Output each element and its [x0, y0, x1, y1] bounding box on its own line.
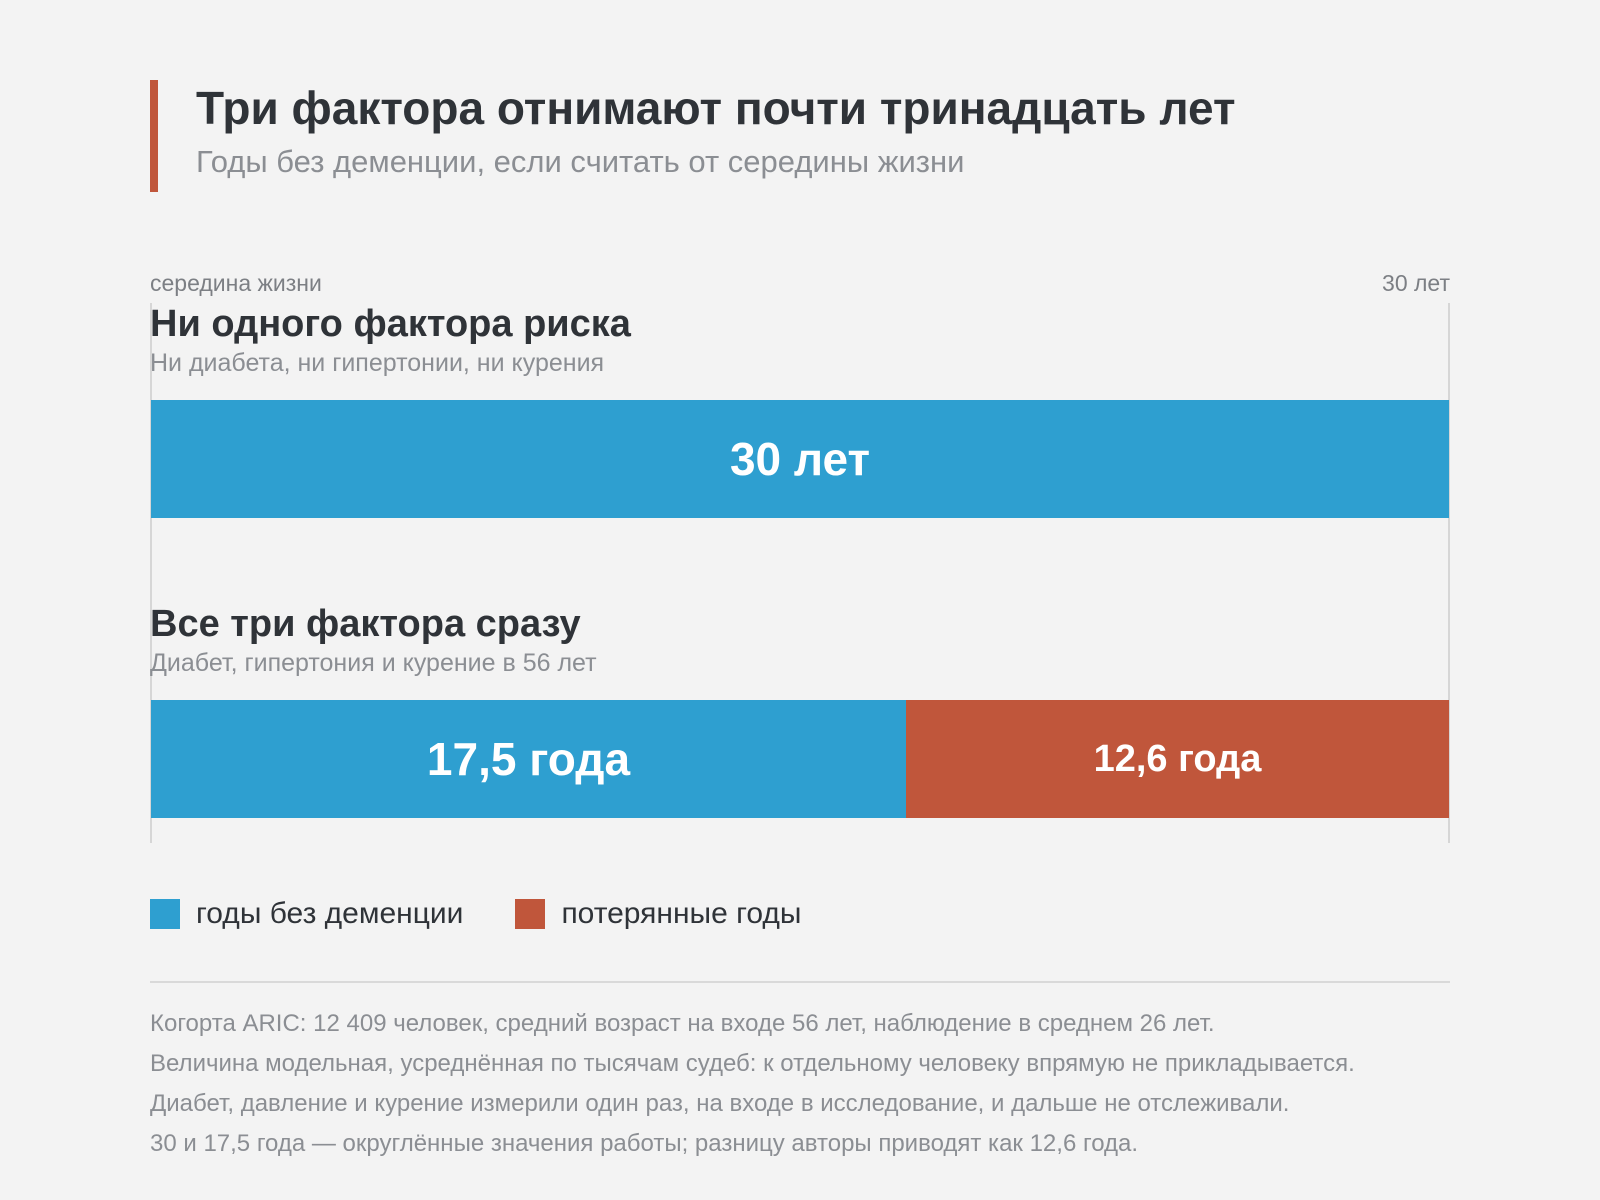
chart-header: Три фактора отнимают почти тринадцать ле…	[150, 80, 1235, 192]
legend-swatch-dementia-free	[150, 899, 180, 929]
bar-lost-row-1: 12,6 года	[906, 700, 1449, 818]
legend-item-lost: потерянные годы	[515, 896, 801, 932]
bar-value-label: 12,6 года	[1093, 737, 1262, 780]
axis-end-label: 30 лет	[1382, 270, 1450, 296]
bar-dementia-free-row-1: 17,5 года	[151, 700, 906, 818]
bar-value-label: 17,5 года	[426, 733, 631, 785]
legend-item-dementia-free: годы без деменции	[150, 896, 463, 932]
note-line: Величина модельная, усреднённая по тысяч…	[150, 1050, 1355, 1077]
note-line: Когорта ARIC: 12 409 человек, средний во…	[150, 1010, 1215, 1037]
bar-row-all-risk: 17,5 года 12,6 года	[151, 700, 1449, 818]
row-title-no-risk: Ни одного фактора риска	[150, 303, 631, 345]
legend: годы без деменции потерянные годы	[150, 896, 853, 932]
bar-value-label: 30 лет	[729, 433, 871, 485]
note-line: Диабет, давление и курение измерили один…	[150, 1090, 1290, 1117]
legend-label-dementia-free: годы без деменции	[196, 897, 464, 930]
row-title-all-risk: Все три фактора сразу	[150, 603, 581, 645]
note-line: 30 и 17,5 года — округлённые значения ра…	[150, 1130, 1139, 1157]
row-subtitle-no-risk: Ни диабета, ни гипертонии, ни курения	[150, 349, 605, 377]
axis-start-guide	[150, 303, 152, 843]
bar-row-no-risk: 30 лет	[151, 400, 1449, 518]
notes: Когорта ARIC: 12 409 человек, средний во…	[150, 1004, 1590, 1164]
chart-title: Три фактора отнимают почти тринадцать ле…	[196, 82, 1236, 134]
chart-subtitle: Годы без деменции, если считать от серед…	[196, 144, 965, 179]
legend-swatch-lost	[515, 899, 546, 929]
axis-start-label: середина жизни	[150, 270, 322, 296]
bar-dementia-free-row-0: 30 лет	[151, 400, 1449, 518]
legend-label-lost: потерянные годы	[561, 897, 802, 930]
notes-divider	[150, 981, 1450, 983]
row-subtitle-all-risk: Диабет, гипертония и курение в 56 лет	[150, 649, 597, 677]
axis-end-guide	[1448, 303, 1450, 843]
